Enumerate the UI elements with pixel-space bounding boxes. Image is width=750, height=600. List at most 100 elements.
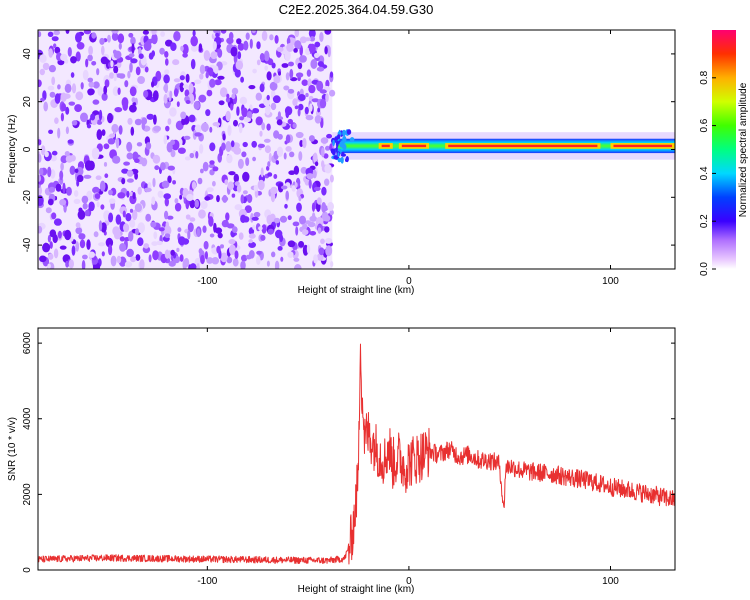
band-onset-blob — [337, 157, 342, 163]
noise-blob — [144, 66, 149, 73]
band-peak-red — [381, 144, 390, 148]
noise-blob — [51, 36, 59, 42]
noise-blob — [110, 255, 117, 267]
noise-blob — [228, 171, 236, 176]
noise-blob — [255, 116, 263, 126]
noise-blob — [167, 118, 172, 125]
noise-blob — [53, 43, 57, 49]
noise-blob — [38, 79, 42, 88]
noise-blob — [127, 117, 133, 125]
noise-blob — [130, 36, 136, 45]
noise-blob — [234, 250, 239, 259]
noise-blob — [132, 209, 138, 221]
noise-blob — [172, 59, 180, 66]
noise-blob — [165, 221, 170, 230]
noise-blob — [128, 231, 134, 242]
noise-blob — [100, 56, 109, 65]
noise-blob — [97, 86, 103, 97]
noise-blob — [220, 252, 228, 263]
noise-blob — [114, 107, 123, 113]
noise-blob — [308, 30, 316, 38]
noise-blob — [108, 244, 113, 256]
noise-blob — [325, 145, 330, 151]
noise-blob — [266, 71, 272, 81]
noise-blob — [81, 195, 89, 204]
noise-blob — [103, 162, 108, 167]
noise-blob — [182, 84, 189, 89]
noise-blob — [277, 133, 283, 140]
noise-blob — [167, 165, 175, 171]
noise-blob — [54, 117, 59, 124]
noise-blob — [192, 30, 196, 37]
noise-blob — [309, 36, 316, 42]
noise-blob — [86, 124, 92, 129]
noise-blob — [248, 233, 256, 239]
noise-blob — [242, 141, 248, 148]
noise-blob — [186, 193, 194, 202]
noise-blob — [38, 153, 42, 163]
noise-blob — [239, 96, 248, 105]
noise-blob — [84, 160, 93, 171]
noise-blob — [296, 202, 302, 212]
noise-blob — [308, 135, 315, 142]
noise-blob — [93, 231, 99, 238]
noise-blob — [237, 43, 245, 51]
noise-blob — [137, 222, 145, 234]
noise-blob — [264, 145, 271, 154]
noise-blob — [284, 203, 288, 209]
noise-blob — [141, 121, 146, 131]
noise-blob — [248, 241, 256, 248]
noise-blob — [294, 40, 302, 50]
noise-blob — [96, 201, 100, 208]
snr-x-label: Height of straight line (km) — [298, 584, 415, 595]
noise-blob — [39, 54, 47, 63]
noise-blob — [84, 209, 90, 217]
noise-blob — [209, 142, 216, 152]
noise-blob — [194, 199, 199, 208]
noise-blob — [309, 103, 313, 112]
noise-blob — [275, 229, 283, 239]
noise-blob — [78, 233, 86, 240]
noise-blob — [111, 30, 119, 34]
noise-blob — [299, 215, 306, 225]
noise-blob — [82, 202, 88, 210]
noise-blob — [329, 209, 334, 216]
noise-blob — [215, 32, 220, 38]
noise-blob — [264, 65, 269, 71]
noise-blob — [232, 258, 239, 267]
noise-blob — [321, 202, 327, 213]
noise-blob — [197, 177, 203, 185]
spectrogram-y-tick-label: -20 — [22, 190, 33, 205]
noise-blob — [208, 216, 214, 227]
noise-blob — [308, 179, 312, 189]
noise-blob — [273, 174, 278, 179]
noise-blob — [226, 93, 230, 99]
noise-blob — [297, 62, 303, 69]
noise-blob — [193, 100, 200, 110]
noise-blob — [182, 259, 187, 269]
band-onset-blob — [340, 153, 346, 157]
noise-blob — [138, 53, 144, 59]
noise-blob — [220, 244, 224, 249]
spectrogram-signal-band — [330, 129, 675, 164]
noise-blob — [213, 30, 221, 34]
noise-blob — [313, 152, 318, 163]
noise-blob — [259, 53, 265, 62]
noise-blob — [308, 43, 316, 54]
colorbar-label: Normalized spectral amplitude — [738, 82, 749, 217]
noise-blob — [38, 185, 43, 196]
noise-blob — [75, 227, 83, 235]
noise-blob — [108, 212, 114, 223]
noise-blob — [75, 241, 80, 252]
noise-blob — [314, 115, 322, 124]
noise-blob — [265, 104, 271, 116]
noise-blob — [74, 190, 79, 197]
noise-blob — [139, 259, 145, 269]
noise-blob — [311, 98, 320, 103]
noise-blob — [240, 214, 247, 223]
noise-blob — [164, 69, 170, 75]
noise-blob — [65, 126, 69, 135]
noise-blob — [304, 37, 311, 42]
noise-blob — [305, 114, 314, 121]
noise-blob — [304, 106, 309, 115]
